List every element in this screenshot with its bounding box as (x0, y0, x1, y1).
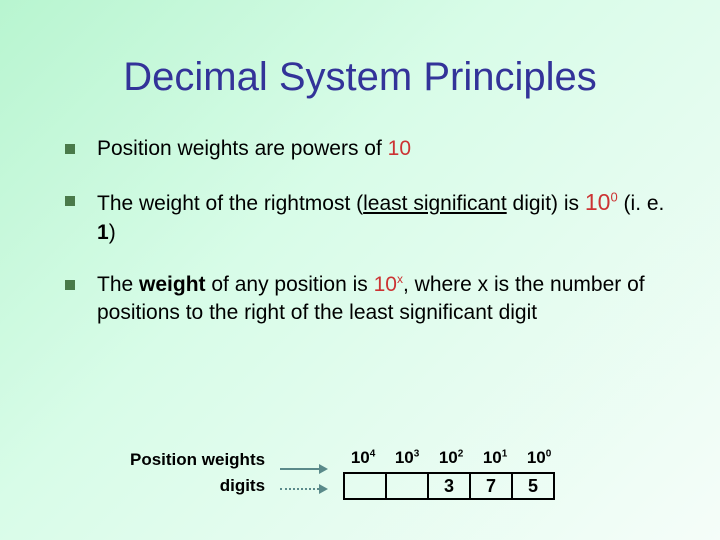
diagram-labels: Position weights digits (130, 447, 265, 500)
diagram-table: 104 103 102 101 100 3 7 5 (343, 448, 559, 500)
text-fragment: (i. e. (618, 192, 665, 215)
bullet-marker-icon (65, 280, 75, 290)
weight-cell: 100 (519, 448, 559, 468)
digit-cell (343, 472, 387, 500)
bullet-text: Position weights are powers of 10 (97, 135, 675, 163)
power-expression: 10x (374, 273, 403, 296)
position-diagram: Position weights digits 104 103 102 101 … (130, 447, 660, 500)
bullet-item: The weight of any position is 10x, where… (65, 271, 675, 328)
power-base: 10 (374, 273, 397, 296)
digit-cell: 7 (469, 472, 513, 500)
slide-title: Decimal System Principles (0, 0, 720, 135)
bullet-marker-icon (65, 196, 75, 206)
bullet-text: The weight of any position is 10x, where… (97, 271, 675, 328)
text-fragment: ) (109, 221, 116, 244)
weight-cell: 102 (431, 448, 471, 468)
weight-cell: 101 (475, 448, 515, 468)
underlined-text: least significant (363, 192, 507, 215)
weight-cell: 104 (343, 448, 383, 468)
digit-cell (385, 472, 429, 500)
bullet-item: The weight of the rightmost (least signi… (65, 187, 675, 247)
power-exponent: 0 (610, 190, 617, 205)
power-base: 10 (585, 189, 611, 215)
weights-label: Position weights (130, 447, 265, 473)
text-fragment: digit) is (507, 192, 585, 215)
text-fragment: Position weights are powers of (97, 137, 388, 160)
diagram-arrows (280, 464, 328, 500)
bullet-item: Position weights are powers of 10 (65, 135, 675, 163)
arrow-icon (280, 484, 328, 494)
bullet-list: Position weights are powers of 10 The we… (0, 135, 720, 328)
bullet-marker-icon (65, 144, 75, 154)
digit-cell: 5 (511, 472, 555, 500)
arrow-icon (280, 464, 328, 474)
accent-text: 10 (388, 137, 411, 160)
text-fragment: of any position is (206, 273, 374, 296)
bold-text: 1 (97, 221, 109, 244)
weight-cell: 103 (387, 448, 427, 468)
digits-row: 3 7 5 (343, 472, 559, 500)
digits-label: digits (130, 473, 265, 499)
weights-row: 104 103 102 101 100 (343, 448, 559, 468)
digit-cell: 3 (427, 472, 471, 500)
bold-text: weight (139, 273, 206, 296)
text-fragment: The (97, 273, 139, 296)
bullet-text: The weight of the rightmost (least signi… (97, 187, 675, 247)
power-expression: 100 (585, 189, 618, 215)
text-fragment: The weight of the rightmost ( (97, 192, 363, 215)
